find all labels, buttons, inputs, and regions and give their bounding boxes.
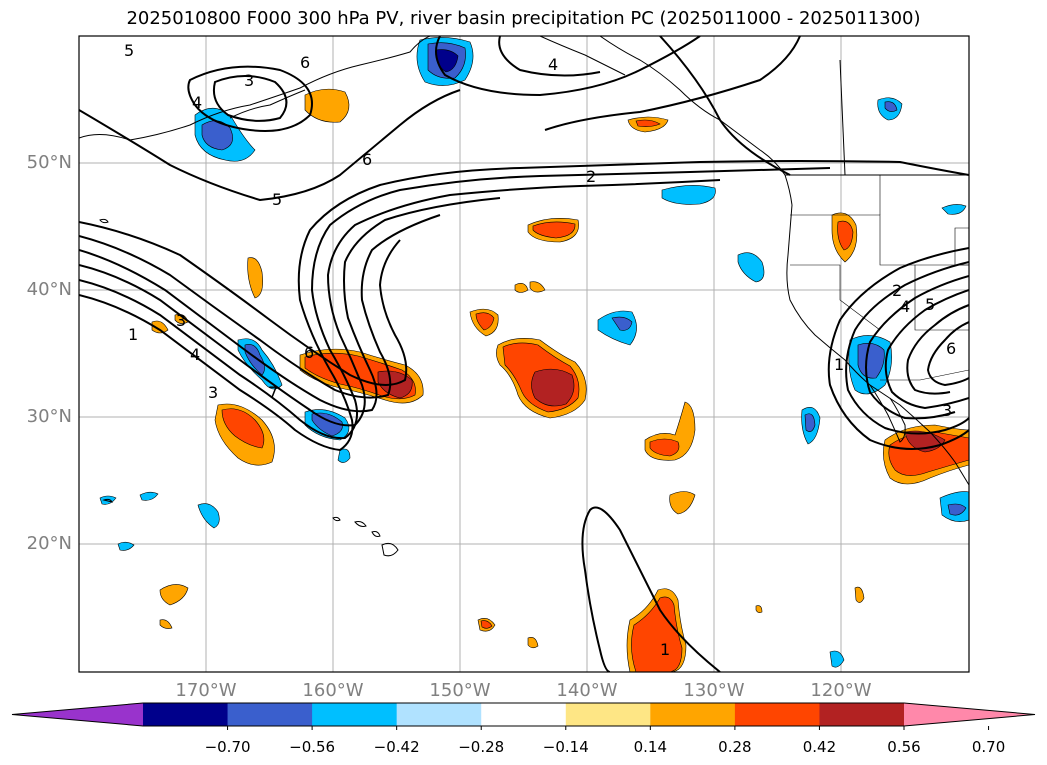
colorbar-segment bbox=[143, 703, 229, 726]
colorbar-tick-label: 0.14 bbox=[633, 738, 668, 756]
contour-label: 6 bbox=[362, 150, 372, 169]
colorbar-tick-label: −0.28 bbox=[458, 738, 505, 756]
colorbar-tick-label: −0.70 bbox=[204, 738, 251, 756]
lat-label: 50°N bbox=[26, 152, 72, 173]
lon-label: 130°W bbox=[683, 680, 745, 701]
colorbar-segment bbox=[481, 703, 567, 726]
contour-label: 1 bbox=[834, 355, 844, 374]
colorbar-extend-high bbox=[904, 703, 1035, 726]
map-frame bbox=[78, 35, 970, 673]
contour-label: 3 bbox=[942, 401, 952, 420]
coastlines bbox=[79, 36, 969, 557]
lat-label: 40°N bbox=[26, 279, 72, 300]
contour-label: 5 bbox=[272, 190, 282, 209]
contour-label: 4 bbox=[548, 55, 558, 74]
contour-label: 3 bbox=[244, 71, 254, 90]
contour-label: 6 bbox=[300, 53, 310, 72]
colorbar-outline bbox=[11, 702, 1036, 727]
contour-label: 5 bbox=[925, 295, 935, 314]
lat-label: 20°N bbox=[26, 533, 72, 554]
contour-label: 1 bbox=[128, 325, 138, 344]
colorbar-tick-label: −0.42 bbox=[373, 738, 420, 756]
contour-label: 2 bbox=[586, 167, 596, 186]
colorbar-tick-label: 0.28 bbox=[718, 738, 752, 756]
map-panel: 5 6 3 4 4 6 2 5 1 3 4 3 7 6 1 2 4 5 6 3 … bbox=[78, 35, 970, 673]
colorbar-tick-label: −0.56 bbox=[289, 738, 336, 756]
contour-label: 6 bbox=[304, 343, 314, 362]
contour-label: 5 bbox=[124, 41, 134, 60]
colorbar-tick-label: −0.14 bbox=[542, 738, 589, 756]
colorbar-tick-label: 0.42 bbox=[802, 738, 837, 756]
lat-label: 30°N bbox=[26, 406, 72, 427]
colorbar-segment bbox=[819, 703, 905, 726]
lon-label: 120°W bbox=[810, 680, 872, 701]
colorbar-segment bbox=[734, 703, 820, 726]
colorbar-segment bbox=[312, 703, 398, 726]
precip-anomaly-fields bbox=[99, 37, 969, 672]
contour-label: 6 bbox=[946, 339, 956, 358]
contour-label: 4 bbox=[900, 297, 910, 316]
contour-label: 3 bbox=[176, 311, 186, 330]
colorbar-segment bbox=[227, 703, 313, 726]
contour-label: 7 bbox=[268, 383, 278, 402]
lon-label: 170°W bbox=[175, 680, 237, 701]
lon-label: 150°W bbox=[429, 680, 491, 701]
contour-label: 2 bbox=[892, 281, 902, 300]
contour-labels: 5 6 3 4 4 6 2 5 1 3 4 3 7 6 1 2 4 5 6 3 … bbox=[124, 41, 956, 659]
contour-label: 1 bbox=[660, 640, 670, 659]
contour-label: 3 bbox=[208, 383, 218, 402]
lon-label: 160°W bbox=[302, 680, 364, 701]
colorbar-segment bbox=[565, 703, 651, 726]
colorbar-tick-label: 0.70 bbox=[971, 738, 1006, 756]
pv-contour-1 bbox=[79, 160, 969, 452]
map-title: 2025010800 F000 300 hPa PV, river basin … bbox=[126, 8, 921, 29]
colorbar-segment bbox=[650, 703, 736, 726]
pv-contours bbox=[79, 36, 969, 672]
contour-label: 4 bbox=[192, 93, 202, 112]
contour-label: 4 bbox=[190, 345, 200, 364]
lon-label: 140°W bbox=[556, 680, 618, 701]
colorbar-extend-low bbox=[12, 703, 143, 726]
colorbar-tick-label: 0.56 bbox=[887, 738, 921, 756]
colorbar-segment bbox=[396, 703, 482, 726]
